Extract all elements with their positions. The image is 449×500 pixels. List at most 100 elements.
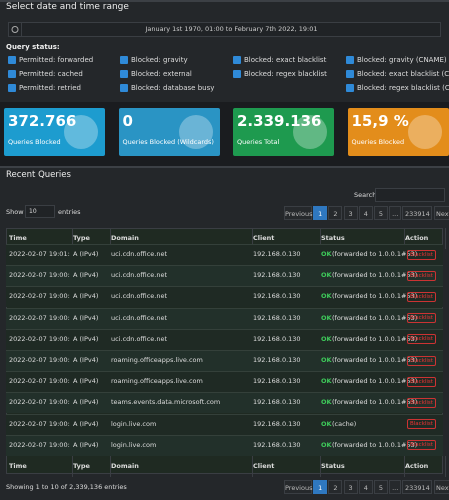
stat-label: Queries Blocked xyxy=(8,138,61,146)
table-cell: 2022-02-07 19:00:53 xyxy=(9,313,70,322)
show-label: Show xyxy=(6,208,24,216)
blacklist-button[interactable]: Blacklist xyxy=(407,440,436,451)
page-button[interactable]: 233914 xyxy=(402,480,433,494)
table-cell: A (IPv4) xyxy=(73,334,99,343)
icon-shape xyxy=(178,115,213,149)
blacklist-button[interactable]: Blacklist xyxy=(407,419,436,430)
blacklist-button[interactable]: Blacklist xyxy=(407,397,436,408)
stat-icon xyxy=(293,115,327,149)
stat-box xyxy=(233,108,334,156)
row-bg xyxy=(6,244,443,265)
table-cell: uci.cdn.office.net xyxy=(111,334,168,343)
stat-icon xyxy=(64,115,98,149)
blacklist-button[interactable]: Blacklist xyxy=(407,270,436,281)
page-button[interactable]: Previous xyxy=(284,480,312,494)
row-bg xyxy=(6,413,443,435)
table-cell: A (IPv4) xyxy=(73,313,99,322)
table-cell: 2022-02-07 19:00:50 xyxy=(9,440,70,449)
table-cell: 192.168.0.130 xyxy=(253,440,301,449)
row-bg xyxy=(6,434,443,456)
checkbox[interactable] xyxy=(8,56,16,64)
table-footer-cell: Action xyxy=(405,456,446,477)
stat-box xyxy=(4,108,105,156)
page-button[interactable]: 2 xyxy=(328,206,343,220)
table-cell: 2022-02-07 19:00:51 xyxy=(9,377,70,386)
table-cell: A (IPv4) xyxy=(73,356,99,364)
checkbox[interactable] xyxy=(233,70,241,78)
stat-value: 15,9 % xyxy=(351,112,409,130)
status-code: OK xyxy=(321,292,332,301)
page-button[interactable]: 3 xyxy=(343,480,358,494)
status-detail: (forwarded to 1.0.0.1#53) xyxy=(332,334,418,343)
search-input[interactable] xyxy=(375,188,445,202)
table-cell: A (IPv4) xyxy=(73,440,99,449)
blacklist-button[interactable]: Blacklist xyxy=(407,313,436,324)
page-button[interactable]: 5 xyxy=(374,206,388,220)
blacklist-button[interactable]: Blacklist xyxy=(407,376,436,387)
table-cell: 192.168.0.130 xyxy=(253,398,301,407)
date-range-input[interactable] xyxy=(8,22,441,37)
table-info: Showing 1 to 10 of 2,339,136 entries xyxy=(6,483,127,491)
page-button[interactable]: ... xyxy=(389,206,402,220)
table-footer-cell: Time xyxy=(9,456,73,477)
page-button[interactable]: 4 xyxy=(358,480,373,494)
row-bg xyxy=(6,307,443,329)
blacklist-button[interactable]: Blacklist xyxy=(407,334,436,345)
checkbox[interactable] xyxy=(346,70,354,78)
table-cell: uci.cdn.office.net xyxy=(111,250,168,258)
table-cell: 192.168.0.130 xyxy=(253,334,301,343)
checkbox[interactable] xyxy=(120,56,128,64)
page-button[interactable]: 4 xyxy=(358,206,373,220)
date-range[interactable]: January 1st 1970, 01:00 to February 7th … xyxy=(145,25,318,33)
page-button[interactable]: Previous xyxy=(284,206,312,220)
table-cell: 2022-02-07 19:00:56 xyxy=(9,271,70,280)
checkbox[interactable] xyxy=(346,56,354,64)
clock-icon xyxy=(8,22,22,37)
page-button[interactable]: 1 xyxy=(313,206,328,220)
checkbox[interactable] xyxy=(120,84,128,92)
blacklist-button[interactable]: Blacklist xyxy=(407,355,436,366)
table-cell: 2022-02-07 19:01:00 xyxy=(9,250,70,258)
table-header-cell[interactable]: Status xyxy=(321,228,405,249)
status-detail: (forwarded to 1.0.0.1#53) xyxy=(332,356,418,364)
checkbox[interactable] xyxy=(8,84,16,92)
page-button[interactable]: 2 xyxy=(328,480,343,494)
entries-label: entries xyxy=(58,208,81,216)
status-detail: (forwarded to 1.0.0.1#53) xyxy=(332,398,418,407)
checkbox-label: Blocked: exact blacklist (CNAME) xyxy=(357,70,449,78)
page-button[interactable]: 3 xyxy=(343,206,358,220)
table-cell: A (IPv4) xyxy=(73,292,99,301)
checkbox-label: Blocked: exact blacklist xyxy=(244,56,327,64)
page-button[interactable]: Next xyxy=(433,480,449,494)
checkbox[interactable] xyxy=(346,84,354,92)
icon-shape xyxy=(407,115,442,149)
table-header-cell[interactable]: Domain xyxy=(111,228,253,249)
table-cell: teams.events.data.microsoft.com xyxy=(111,398,221,407)
status-code: OK xyxy=(321,377,332,386)
page-button[interactable]: ... xyxy=(389,480,402,494)
page-button[interactable]: 5 xyxy=(374,480,388,494)
stat-icon xyxy=(178,115,213,149)
table-cell: 2022-02-07 19:00:50 xyxy=(9,398,70,407)
checkbox[interactable] xyxy=(120,70,128,78)
page-button[interactable]: Next xyxy=(433,206,449,220)
page-button[interactable]: 1 xyxy=(313,480,328,494)
table-cell: 192.168.0.130 xyxy=(253,377,301,386)
blacklist-button[interactable]: Blacklist xyxy=(407,249,436,260)
table-cell: 2022-02-07 19:00:50 xyxy=(9,419,70,428)
table-cell: A (IPv4) xyxy=(73,377,99,386)
checkbox[interactable] xyxy=(233,56,241,64)
page-size-select[interactable]: 10 xyxy=(25,205,55,218)
table-cell: 2022-02-07 19:00:51 xyxy=(9,356,70,364)
table-cell: A (IPv4) xyxy=(73,398,99,407)
table-header-cell[interactable]: Type xyxy=(73,228,111,249)
checkbox[interactable] xyxy=(8,70,16,78)
checkbox-label: Blocked: gravity (CNAME) xyxy=(357,56,447,64)
icon-shape xyxy=(293,115,327,149)
page-button[interactable]: 233914 xyxy=(402,206,433,220)
table-header-cell[interactable]: Action xyxy=(405,228,446,249)
blacklist-button[interactable]: Blacklist xyxy=(407,291,436,302)
table-header-cell[interactable]: Client xyxy=(253,228,321,249)
status-code: OK xyxy=(321,440,332,449)
table-header-cell[interactable]: Time xyxy=(9,228,73,249)
